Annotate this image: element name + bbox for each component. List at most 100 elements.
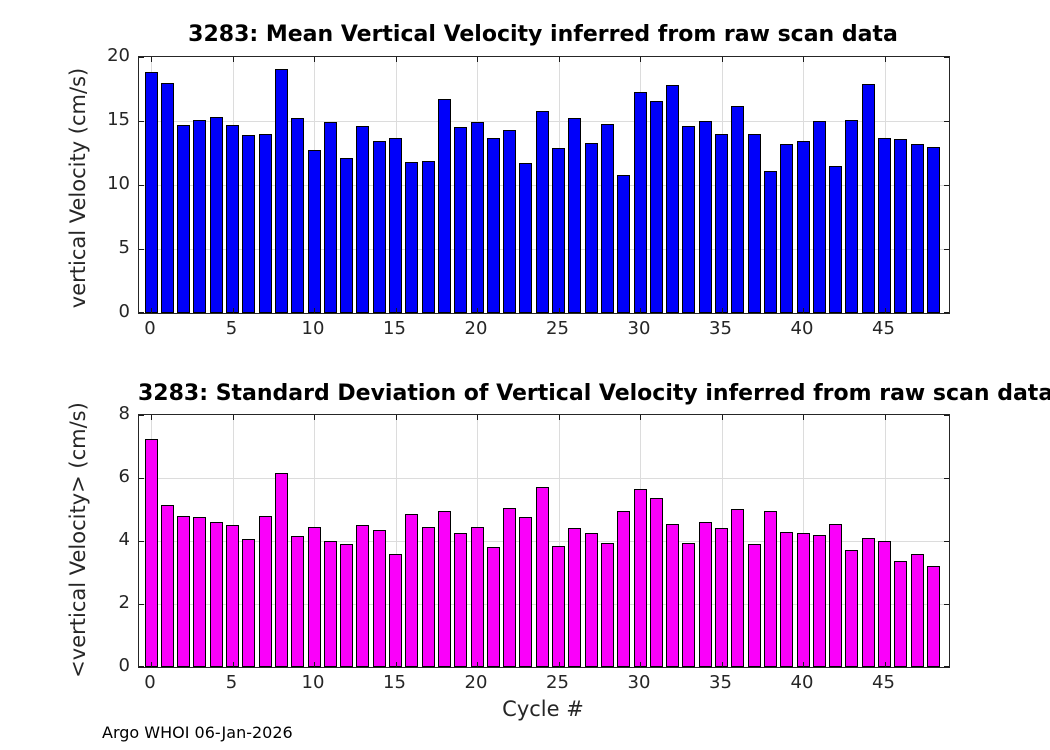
bar — [177, 125, 191, 313]
y-tick-mark — [944, 249, 949, 250]
bar — [715, 528, 728, 667]
bar — [372, 530, 386, 667]
bar — [193, 120, 207, 313]
x-tick-label: 30 — [627, 318, 651, 339]
y-tick-label: 2 — [118, 592, 130, 613]
x-tick-mark — [395, 662, 397, 667]
bar — [258, 516, 272, 667]
x-tick-mark — [721, 662, 723, 667]
bar — [486, 138, 500, 313]
bar — [421, 527, 435, 667]
y-tick-label: 15 — [107, 109, 130, 130]
bar — [568, 528, 582, 667]
bar — [812, 535, 826, 667]
bar — [812, 121, 826, 313]
x-tick-mark — [721, 57, 723, 62]
bar — [845, 550, 859, 667]
bar — [389, 138, 402, 313]
bar — [926, 147, 940, 313]
bar — [617, 511, 631, 667]
y-tick-mark — [139, 249, 144, 250]
y-tick-label: 8 — [118, 403, 130, 424]
y-tick-mark — [944, 185, 949, 186]
bar — [470, 527, 484, 667]
bar — [226, 125, 239, 313]
bar — [405, 514, 419, 667]
x-tick-mark — [232, 415, 234, 420]
bar — [894, 139, 908, 313]
bar — [633, 92, 647, 313]
y-tick-label: 5 — [118, 237, 130, 258]
bar — [437, 99, 451, 313]
h-gridline — [139, 478, 949, 479]
bar — [747, 134, 761, 313]
y-tick-label: 10 — [107, 173, 130, 194]
bar — [503, 130, 517, 313]
x-tick-mark — [558, 415, 560, 420]
y-tick-mark — [139, 541, 144, 542]
x-tick-label: 45 — [872, 318, 895, 339]
chart-title-mean: 3283: Mean Vertical Velocity inferred fr… — [188, 22, 898, 47]
x-tick-label: 15 — [383, 318, 406, 339]
x-tick-mark — [395, 308, 397, 313]
x-tick-mark — [395, 415, 397, 420]
y-tick-mark — [139, 415, 144, 416]
bar — [600, 543, 614, 667]
bar — [600, 124, 614, 313]
bar — [519, 517, 533, 667]
bar — [519, 163, 533, 313]
y-tick-label: 0 — [118, 655, 130, 676]
bar — [910, 144, 924, 313]
x-tick-mark — [640, 57, 641, 62]
bar — [910, 554, 924, 667]
x-tick-mark — [314, 308, 315, 313]
x-tick-mark — [558, 662, 560, 667]
v-gridline — [395, 415, 397, 667]
x-tick-mark — [884, 308, 886, 313]
bar — [258, 134, 272, 313]
x-tick-mark — [477, 308, 478, 313]
bar — [649, 101, 663, 313]
bar — [274, 473, 288, 667]
x-tick-mark — [314, 57, 315, 62]
bar — [340, 158, 354, 313]
x-tick-label: 35 — [709, 672, 732, 693]
x-tick-mark — [151, 57, 152, 62]
bar — [584, 143, 598, 313]
bar — [274, 69, 288, 313]
chart-title-std: 3283: Standard Deviation of Vertical Vel… — [138, 381, 1050, 406]
bar — [763, 511, 777, 667]
y-tick-mark — [944, 415, 949, 416]
x-tick-label: 10 — [301, 318, 325, 339]
bar — [356, 126, 370, 313]
bar — [470, 122, 484, 313]
x-axis-label: Cycle # — [502, 697, 584, 721]
y-tick-mark — [139, 666, 144, 667]
y-tick-mark — [139, 604, 144, 605]
bar — [715, 134, 728, 313]
x-tick-mark — [803, 662, 804, 667]
bar — [780, 144, 794, 313]
x-tick-mark — [640, 415, 641, 420]
x-tick-label: 35 — [709, 318, 732, 339]
bar — [323, 122, 337, 313]
bar — [552, 546, 565, 667]
bar — [584, 533, 598, 667]
bar — [568, 118, 582, 313]
bar — [535, 111, 549, 313]
bar — [878, 138, 891, 313]
bar — [731, 509, 745, 667]
bar — [226, 525, 239, 667]
plot-area-mean — [138, 56, 950, 314]
bar — [372, 141, 386, 313]
x-tick-mark — [151, 662, 152, 667]
y-tick-mark — [944, 541, 949, 542]
bar — [552, 148, 565, 313]
bar — [242, 135, 256, 313]
x-tick-mark — [151, 308, 152, 313]
bar — [160, 505, 174, 667]
x-tick-mark — [314, 662, 315, 667]
